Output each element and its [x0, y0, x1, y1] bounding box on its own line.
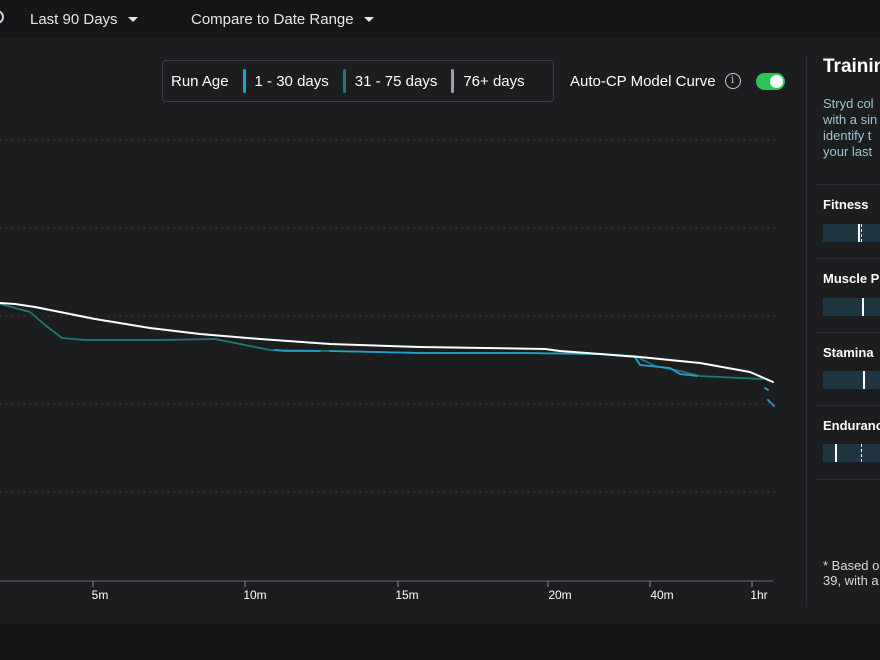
- refresh-icon[interactable]: [0, 10, 4, 24]
- current-marker: [858, 224, 860, 242]
- metric-label-fitness: Fitness: [823, 197, 869, 212]
- compare-range-label: Compare to Date Range: [191, 10, 354, 28]
- sidebar-description: Stryd col with a sin identify t your las…: [823, 96, 878, 159]
- divider: [815, 258, 880, 259]
- toggle-knob: [769, 74, 783, 88]
- x-tick-label: 40m: [650, 588, 674, 602]
- auto-cp-control: Auto-CP Model Curve i: [570, 70, 785, 92]
- power-duration-chart: [0, 139, 775, 587]
- x-tick-label: 10m: [243, 588, 267, 602]
- panel-divider: [806, 55, 807, 607]
- auto-cp-label: Auto-CP Model Curve: [570, 72, 716, 90]
- x-tick-label: 1hr: [750, 588, 768, 602]
- x-tick-label: 15m: [395, 588, 419, 602]
- series-line-auto-cp: [0, 302, 774, 383]
- sidebar-title: Trainin: [823, 56, 880, 77]
- chevron-down-icon: [363, 16, 374, 22]
- target-marker: [863, 298, 864, 316]
- metric-label-stamina: Stamina: [823, 345, 874, 360]
- chart-gridlines: [0, 139, 775, 587]
- divider: [815, 184, 880, 185]
- auto-cp-toggle[interactable]: [755, 72, 785, 90]
- compare-range-dropdown[interactable]: Compare to Date Range: [191, 9, 374, 29]
- divider: [815, 405, 880, 406]
- divider: [815, 332, 880, 333]
- run-age-legend: Run Age 1 - 30 days 31 - 75 days 76+ day…: [162, 60, 554, 102]
- current-marker: [863, 371, 865, 389]
- legend-item-31-75-days[interactable]: 31 - 75 days: [342, 69, 438, 93]
- legend-item-1-30-days[interactable]: 1 - 30 days: [242, 69, 329, 93]
- legend-swatch: [342, 69, 346, 93]
- main-panel: [0, 38, 880, 624]
- bottom-bar: [0, 624, 880, 660]
- legend-item-label: 31 - 75 days: [354, 72, 438, 90]
- date-range-dropdown[interactable]: Last 90 Days: [30, 9, 138, 29]
- date-range-label: Last 90 Days: [30, 10, 118, 28]
- current-marker: [862, 298, 864, 316]
- metric-bar-muscle-power: [823, 298, 880, 316]
- x-tick-label: 20m: [548, 588, 572, 602]
- chevron-down-icon: [127, 16, 138, 22]
- series-line-31-75-days: [0, 303, 764, 380]
- legend-title: Run Age: [171, 72, 229, 90]
- info-icon[interactable]: i: [724, 73, 741, 89]
- divider: [815, 479, 880, 480]
- metric-bar-stamina: [823, 371, 880, 389]
- legend-item-label: 1 - 30 days: [254, 72, 329, 90]
- legend-swatch: [242, 69, 246, 93]
- sidebar-footnote: * Based o 39, with a: [823, 558, 880, 588]
- metric-label-endurance: Enduranc: [823, 418, 880, 433]
- target-marker: [864, 371, 865, 389]
- current-marker: [835, 444, 837, 462]
- chart-series: [0, 302, 775, 407]
- target-marker: [861, 224, 862, 242]
- metric-label-muscle-power: Muscle Po: [823, 271, 880, 286]
- series-line-1-30-days: [274, 349, 775, 407]
- legend-swatch: [451, 69, 455, 93]
- metric-bar-fitness: [823, 224, 880, 242]
- target-marker: [861, 444, 862, 462]
- x-tick-label: 5m: [91, 588, 109, 602]
- top-toolbar: Last 90 Days Compare to Date Range: [0, 0, 880, 38]
- metric-bar-endurance: [823, 444, 880, 462]
- legend-item-76-plus-days[interactable]: 76+ days: [451, 69, 525, 93]
- legend-item-label: 76+ days: [463, 72, 525, 90]
